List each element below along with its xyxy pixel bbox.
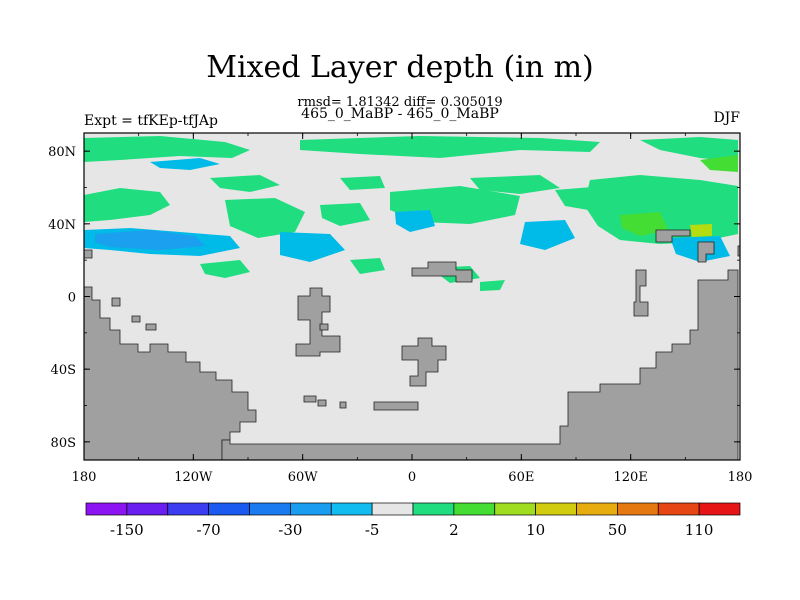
season-label: DJF — [713, 110, 740, 126]
y-tick-label: 80S — [51, 436, 76, 451]
colorbar-swatch — [617, 502, 659, 516]
anomaly-patch — [300, 136, 600, 158]
land-region — [401, 337, 447, 387]
anomaly-patch — [210, 175, 280, 192]
colorbar-swatch — [290, 502, 332, 516]
x-tick-label: 180 — [728, 470, 753, 485]
x-tick-label: 180 — [72, 470, 97, 485]
anomaly-patch — [690, 224, 712, 237]
anomaly-patch — [320, 203, 370, 226]
colorbar-swatch — [494, 502, 536, 516]
anomaly-patch — [520, 220, 575, 250]
y-tick-label: 40S — [51, 363, 76, 378]
colorbar-label: -70 — [197, 521, 221, 539]
y-tick-label: 80N — [48, 145, 76, 160]
colorbar-label: -5 — [365, 521, 380, 539]
colorbar-label: -30 — [278, 521, 302, 539]
x-tick-label: 60W — [288, 470, 319, 485]
land-region — [319, 323, 329, 331]
colorbar-swatch — [330, 502, 373, 516]
colorbar: -150 -70 -30 -5 2 10 50 110 — [85, 502, 741, 539]
anomaly-patch — [280, 232, 345, 262]
land-region — [317, 399, 327, 407]
land-region — [411, 261, 473, 283]
colorbar-swatch — [167, 502, 209, 516]
colorbar-label: 110 — [685, 521, 714, 539]
anomaly-patch — [95, 230, 205, 250]
colorbar-label: 2 — [449, 521, 459, 539]
plot-subtitle: 465_0_MaBP - 465_0_MaBP — [301, 106, 499, 122]
colorbar-swatch — [412, 502, 455, 516]
colorbar-swatch — [85, 502, 128, 516]
colorbar-swatch — [249, 502, 291, 516]
x-tick-label: 60E — [508, 470, 534, 485]
map-plot — [84, 133, 740, 460]
colorbar-label: -150 — [110, 521, 144, 539]
x-tick-label: 120E — [614, 470, 648, 485]
x-tick-label: 0 — [408, 470, 416, 485]
land-region — [303, 395, 317, 403]
anomaly-patch — [640, 137, 738, 162]
colorbar-swatch — [535, 502, 577, 516]
land-region — [131, 315, 141, 323]
anomaly-contours — [84, 136, 738, 291]
stats-text: rmsd= 1.81342 diff= 0.305019 — [297, 95, 503, 110]
experiment-label: Expt = tfKEp-tfJAp — [84, 113, 219, 129]
land-region — [655, 229, 691, 243]
anomaly-patch — [480, 280, 505, 291]
land-region — [633, 269, 649, 317]
colorbar-swatch — [698, 502, 741, 516]
colorbar-swatch — [657, 502, 700, 516]
x-axis: 180 120W 60W 0 60E 120E 180 — [72, 133, 753, 485]
colorbar-label: 10 — [526, 521, 545, 539]
y-tick-label: 0 — [68, 291, 76, 306]
anomaly-patch — [200, 260, 250, 278]
land-region — [697, 241, 715, 263]
land-region — [221, 269, 739, 460]
land-region — [84, 286, 257, 460]
x-tick-label: 120W — [174, 470, 213, 485]
land-region — [339, 401, 347, 409]
anomaly-patch — [340, 176, 385, 190]
anomaly-patch — [150, 158, 220, 170]
y-axis: 80N 40N 0 40S 80S — [48, 145, 740, 451]
land-mask — [84, 229, 740, 460]
anomaly-patch — [700, 155, 738, 172]
anomaly-patch — [350, 258, 385, 274]
colorbar-swatch — [208, 502, 250, 516]
colorbar-swatch — [371, 502, 414, 516]
anomaly-patch — [470, 175, 560, 194]
land-region — [373, 401, 419, 411]
anomaly-patch — [84, 188, 170, 222]
land-region — [295, 287, 341, 357]
anomaly-patch — [225, 198, 305, 238]
anomaly-patch — [84, 136, 250, 162]
land-region — [84, 249, 93, 259]
land-region — [111, 297, 121, 307]
plot-title: Mixed Layer depth (in m) — [206, 50, 594, 85]
colorbar-label: 50 — [608, 521, 627, 539]
land-region — [145, 323, 157, 331]
colorbar-swatch — [126, 502, 169, 516]
colorbar-swatch — [453, 502, 496, 516]
anomaly-patch — [395, 210, 435, 232]
y-tick-label: 40N — [48, 218, 76, 233]
colorbar-swatch — [576, 502, 618, 516]
